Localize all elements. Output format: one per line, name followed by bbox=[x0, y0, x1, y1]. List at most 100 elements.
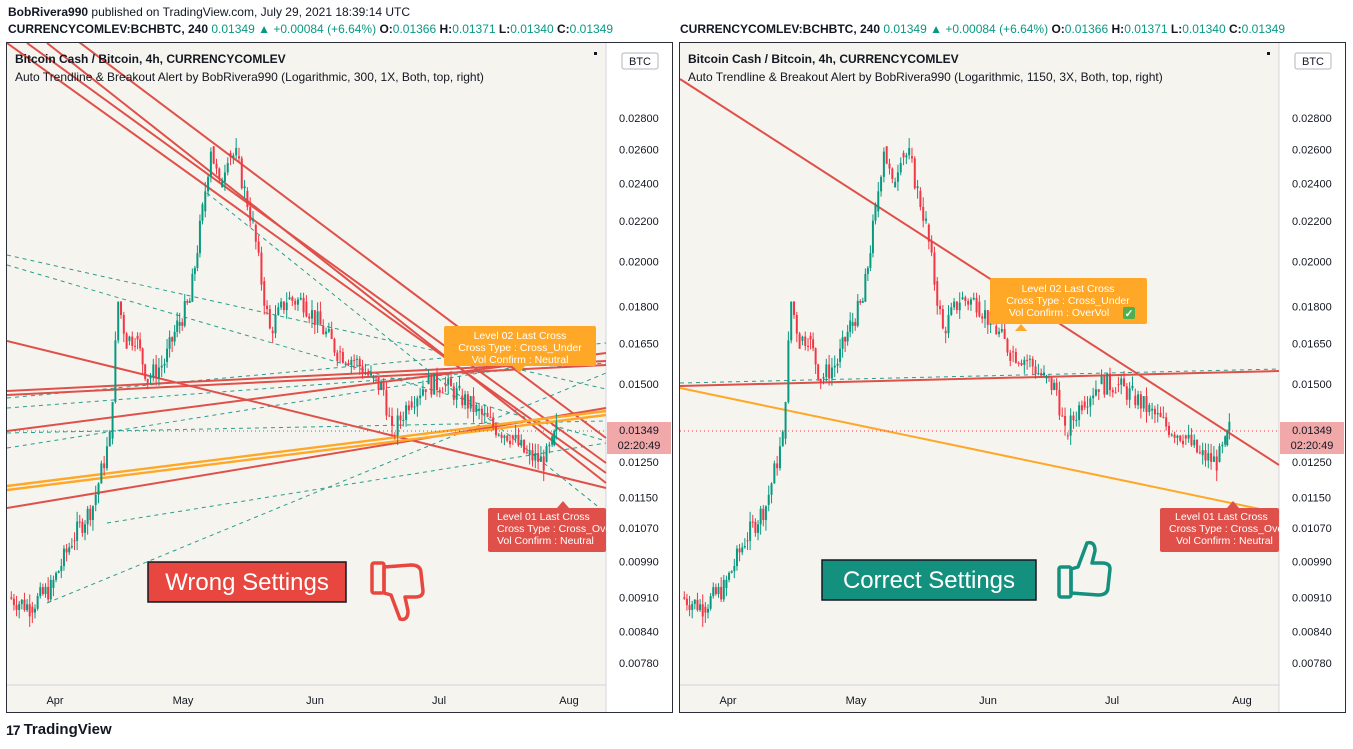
candle-body bbox=[344, 362, 347, 364]
candle-body bbox=[1075, 419, 1078, 421]
currency-badge[interactable]: BTC bbox=[1294, 52, 1332, 70]
tradingview-footer[interactable]: 17 TradingView bbox=[6, 721, 112, 738]
candle-body bbox=[1156, 412, 1159, 415]
candle-body bbox=[539, 456, 542, 462]
low-value: 0.01340 bbox=[510, 22, 554, 36]
candle-body bbox=[322, 325, 325, 335]
candle-body bbox=[1055, 382, 1058, 390]
candle-body bbox=[722, 579, 725, 600]
y-tick-label: 0.01070 bbox=[1292, 523, 1332, 535]
price-axis[interactable] bbox=[606, 43, 673, 713]
candle-body bbox=[483, 412, 486, 415]
candle-body bbox=[229, 152, 232, 158]
candle-body bbox=[52, 579, 55, 588]
currency-badge[interactable]: BTC bbox=[621, 52, 659, 70]
close-label: C: bbox=[556, 22, 570, 36]
candle-body bbox=[683, 597, 686, 599]
author-name[interactable]: BobRivera990 bbox=[8, 5, 89, 19]
candle-body bbox=[171, 337, 174, 342]
candle-body bbox=[955, 301, 958, 311]
chart-svg[interactable]: 0.02800 0.02600 0.02400 0.02200 0.02000 0.018… bbox=[680, 43, 1346, 713]
candle-body bbox=[237, 156, 240, 159]
publish-info: published on TradingView.com, July 29, 2… bbox=[91, 5, 411, 19]
candle-body bbox=[809, 335, 812, 340]
candle-body bbox=[393, 435, 396, 437]
candle-body bbox=[844, 337, 847, 342]
candle-body bbox=[188, 301, 191, 303]
candle-body bbox=[1017, 362, 1020, 364]
candle-body bbox=[830, 367, 833, 379]
candle-body bbox=[20, 599, 23, 604]
candle-body bbox=[271, 330, 274, 334]
candle-body bbox=[196, 253, 199, 268]
candle-body bbox=[128, 336, 131, 341]
candle-body bbox=[305, 301, 308, 317]
chart-panel-correct[interactable]: 0.02800 0.02600 0.02400 0.02200 0.02000 0.018… bbox=[679, 42, 1346, 713]
y-tick-label: 0.01650 bbox=[619, 339, 659, 351]
level02-line1: Level 02 Last Cross bbox=[474, 330, 567, 342]
candle-body bbox=[413, 406, 416, 408]
candle-body bbox=[1148, 405, 1151, 413]
y-tick-label: 0.00910 bbox=[619, 592, 659, 604]
candle-body bbox=[103, 463, 106, 469]
candle-body bbox=[369, 372, 372, 376]
candle-body bbox=[885, 146, 888, 164]
candle-body bbox=[181, 322, 184, 326]
candle-body bbox=[347, 362, 350, 365]
candle-body bbox=[714, 587, 717, 595]
publish-line: BobRivera990 published on TradingView.co… bbox=[8, 5, 410, 19]
candle-body bbox=[311, 310, 313, 319]
x-tick-label: Jun bbox=[306, 695, 324, 707]
chart-panel-wrong[interactable]: 0.02800 0.02600 0.02400 0.02200 0.02000 0.018… bbox=[6, 42, 673, 713]
candle-body bbox=[333, 338, 336, 353]
candle-body bbox=[910, 156, 913, 159]
candle-body bbox=[925, 218, 928, 221]
x-tick-labels: Apr May Jun Jul Aug bbox=[46, 695, 578, 707]
level01-line2: Cross Type : Cross_Over bbox=[1169, 523, 1287, 535]
candle-body bbox=[944, 330, 947, 334]
up-arrow-icon: ▲ bbox=[930, 22, 942, 36]
candle-body bbox=[1162, 416, 1165, 418]
candle-body bbox=[1034, 366, 1037, 375]
candle-body bbox=[319, 311, 322, 325]
candle-body bbox=[122, 315, 125, 334]
candle-body bbox=[81, 521, 84, 533]
price-axis[interactable] bbox=[1279, 43, 1346, 713]
candle-body bbox=[728, 572, 731, 580]
candle-body bbox=[551, 436, 554, 445]
quote-line-right: CURRENCYCOMLEV:BCHBTC, 240 0.01349 ▲ +0.… bbox=[680, 22, 1285, 36]
candle-body bbox=[215, 163, 218, 169]
indicator-label[interactable]: Auto Trendline & Breakout Alert by BobRi… bbox=[688, 70, 1163, 84]
menu-dot-icon[interactable] bbox=[1267, 52, 1270, 55]
menu-dot-icon[interactable] bbox=[594, 52, 597, 55]
candle-body bbox=[31, 606, 34, 613]
candle-body bbox=[1020, 362, 1023, 365]
candle-body bbox=[851, 322, 854, 326]
candle-body bbox=[452, 386, 455, 400]
candle-body bbox=[812, 339, 815, 349]
candle-body bbox=[86, 508, 89, 525]
candle-body bbox=[1003, 329, 1006, 339]
candle-body bbox=[26, 604, 29, 611]
candle-body bbox=[709, 596, 712, 609]
candle-body bbox=[548, 444, 551, 447]
chart-svg[interactable]: 0.02800 0.02600 0.02400 0.02200 0.02000 0.018… bbox=[7, 43, 673, 713]
candle-body bbox=[1040, 372, 1043, 376]
candle-body bbox=[91, 506, 94, 521]
candle-body bbox=[1053, 382, 1056, 390]
candle-body bbox=[839, 348, 842, 362]
indicator-label[interactable]: Auto Trendline & Breakout Alert by BobRi… bbox=[15, 70, 484, 84]
candle-body bbox=[939, 305, 942, 310]
level02-line3: Vol Confirm : OverVol bbox=[1009, 307, 1109, 319]
candle-body bbox=[427, 376, 430, 385]
y-tick-label: 0.02800 bbox=[619, 113, 659, 125]
level02-label: Level 02 Last Cross Cross Type : Cross_U… bbox=[444, 326, 596, 373]
candle-body bbox=[313, 310, 316, 325]
candle-body bbox=[856, 301, 859, 326]
candle-body bbox=[455, 388, 458, 400]
candle-body bbox=[1128, 388, 1131, 400]
candle-body bbox=[1108, 373, 1111, 391]
candle-body bbox=[176, 320, 179, 332]
candle-body bbox=[1173, 434, 1176, 438]
candle-body bbox=[131, 336, 134, 346]
